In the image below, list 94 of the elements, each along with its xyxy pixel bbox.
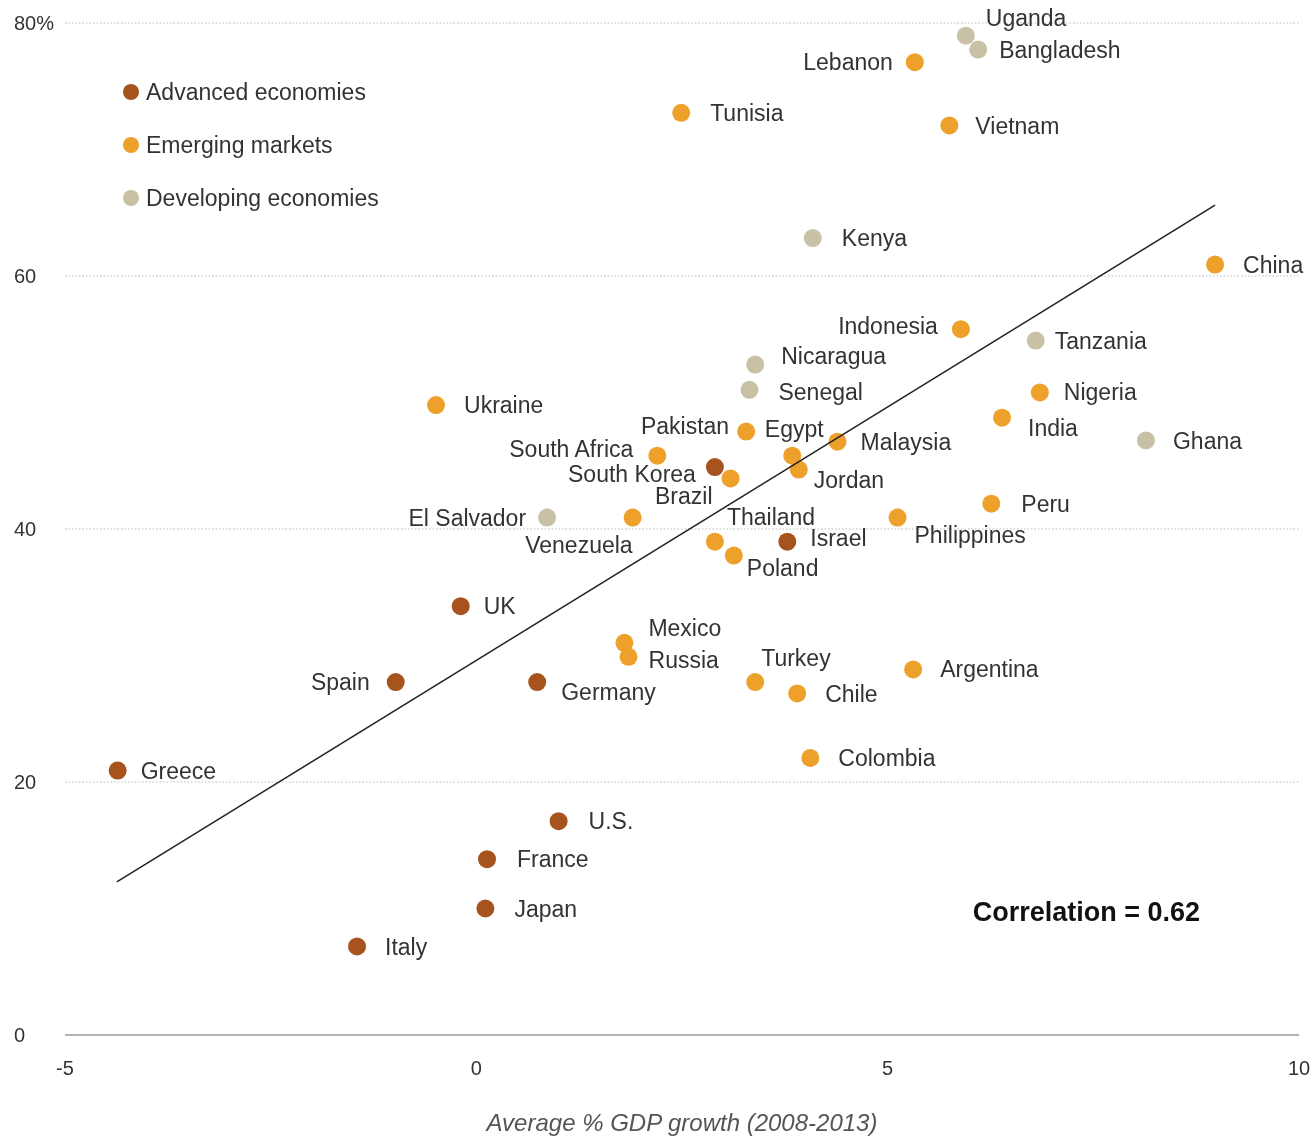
point: [451, 597, 470, 616]
point: [788, 684, 807, 703]
point: [888, 508, 907, 527]
annotation: Malaysia: [860, 428, 952, 455]
annotation: China: [1243, 251, 1304, 278]
annotation: Argentina: [940, 656, 1039, 683]
point: [951, 320, 970, 339]
x-tick-label: 0: [470, 1057, 482, 1079]
point: [478, 850, 497, 869]
annotation: Nigeria: [1063, 379, 1137, 406]
annotation: Poland: [746, 554, 819, 581]
point: [1136, 431, 1155, 450]
annotation: Japan: [514, 895, 578, 922]
annotation: Chile: [825, 680, 878, 707]
point: [348, 937, 367, 956]
point: [940, 116, 959, 135]
annotation: Correlation = 0.62: [972, 897, 1200, 928]
annotation: Uganda: [985, 4, 1067, 31]
y-tick-label: 80%: [14, 12, 55, 34]
annotation: Lebanon: [803, 49, 893, 76]
annotation: Egypt: [764, 415, 825, 442]
annotation: Ukraine: [464, 392, 544, 419]
point: [619, 647, 638, 666]
x-axis-title: Average % GDP growth (2008-2013): [484, 1109, 878, 1136]
annotation: Spain: [310, 669, 370, 696]
annotation: South Africa: [509, 435, 634, 462]
point: [740, 380, 759, 399]
x-tick-label: -5: [56, 1057, 74, 1079]
point: [538, 508, 557, 527]
annotation: Venezuela: [525, 531, 633, 558]
point: [982, 494, 1001, 513]
x-tick-label: 5: [882, 1057, 894, 1079]
y-tick-label: 0: [14, 1024, 26, 1046]
annotation: Tanzania: [1054, 327, 1148, 354]
annotation: Germany: [561, 679, 657, 706]
annotation: Colombia: [838, 745, 936, 772]
point: [549, 812, 568, 831]
point: [746, 355, 765, 374]
point: [1206, 255, 1225, 274]
point: [528, 673, 547, 692]
annotation: Italy: [385, 933, 428, 960]
point: [778, 532, 797, 551]
point: [427, 396, 446, 415]
point: [108, 761, 127, 780]
annotation: Turkey: [761, 645, 832, 672]
y-tick-label: 40: [14, 518, 37, 540]
point: [1030, 383, 1049, 402]
annotation: Senegal: [778, 378, 863, 405]
point: [721, 469, 740, 488]
point: [623, 508, 642, 527]
annotation: Tunisia: [710, 99, 784, 126]
point: [705, 458, 724, 477]
annotation: Nicaragua: [781, 342, 887, 369]
point: [386, 673, 405, 692]
annotation: India: [1028, 414, 1079, 441]
point: [905, 53, 924, 72]
annotation: U.S.: [588, 808, 634, 835]
annotation: Indonesia: [838, 313, 939, 340]
annotation: Mexico: [648, 614, 722, 641]
annotation: Kenya: [841, 225, 908, 252]
point: [476, 899, 495, 918]
annotation: Pakistan: [640, 412, 730, 439]
y-tick-label: 60: [14, 265, 37, 287]
point: [803, 229, 822, 248]
annotation: UK: [483, 593, 517, 620]
point: [789, 460, 808, 479]
point: [783, 446, 802, 465]
point: [969, 40, 988, 59]
point: [801, 748, 820, 767]
point: [648, 446, 667, 465]
point: [724, 546, 743, 565]
annotation: Vietnam: [975, 112, 1060, 139]
point: [672, 103, 691, 122]
annotation: Peru: [1021, 490, 1070, 517]
x-tick-label: 10: [1287, 1057, 1311, 1079]
y-tick-label: 20: [14, 771, 37, 793]
annotation: Philippines: [914, 521, 1026, 548]
annotation: Ghana: [1172, 427, 1243, 454]
annotation: France: [517, 846, 589, 873]
point: [993, 408, 1012, 427]
annotation: Bangladesh: [999, 36, 1121, 63]
annotation: Jordan: [813, 466, 885, 493]
point: [746, 673, 765, 692]
annotation: Greece: [140, 757, 217, 784]
annotation: El Salvador: [408, 504, 527, 531]
point: [737, 422, 756, 441]
legend-label: Advanced economies: [146, 79, 366, 106]
point: [705, 532, 724, 551]
legend-label: Emerging markets: [146, 132, 333, 159]
point: [1026, 331, 1045, 350]
point: [956, 26, 975, 45]
annotation: Russia: [648, 646, 720, 673]
legend-label: Developing economies: [146, 185, 379, 212]
point: [904, 660, 923, 679]
